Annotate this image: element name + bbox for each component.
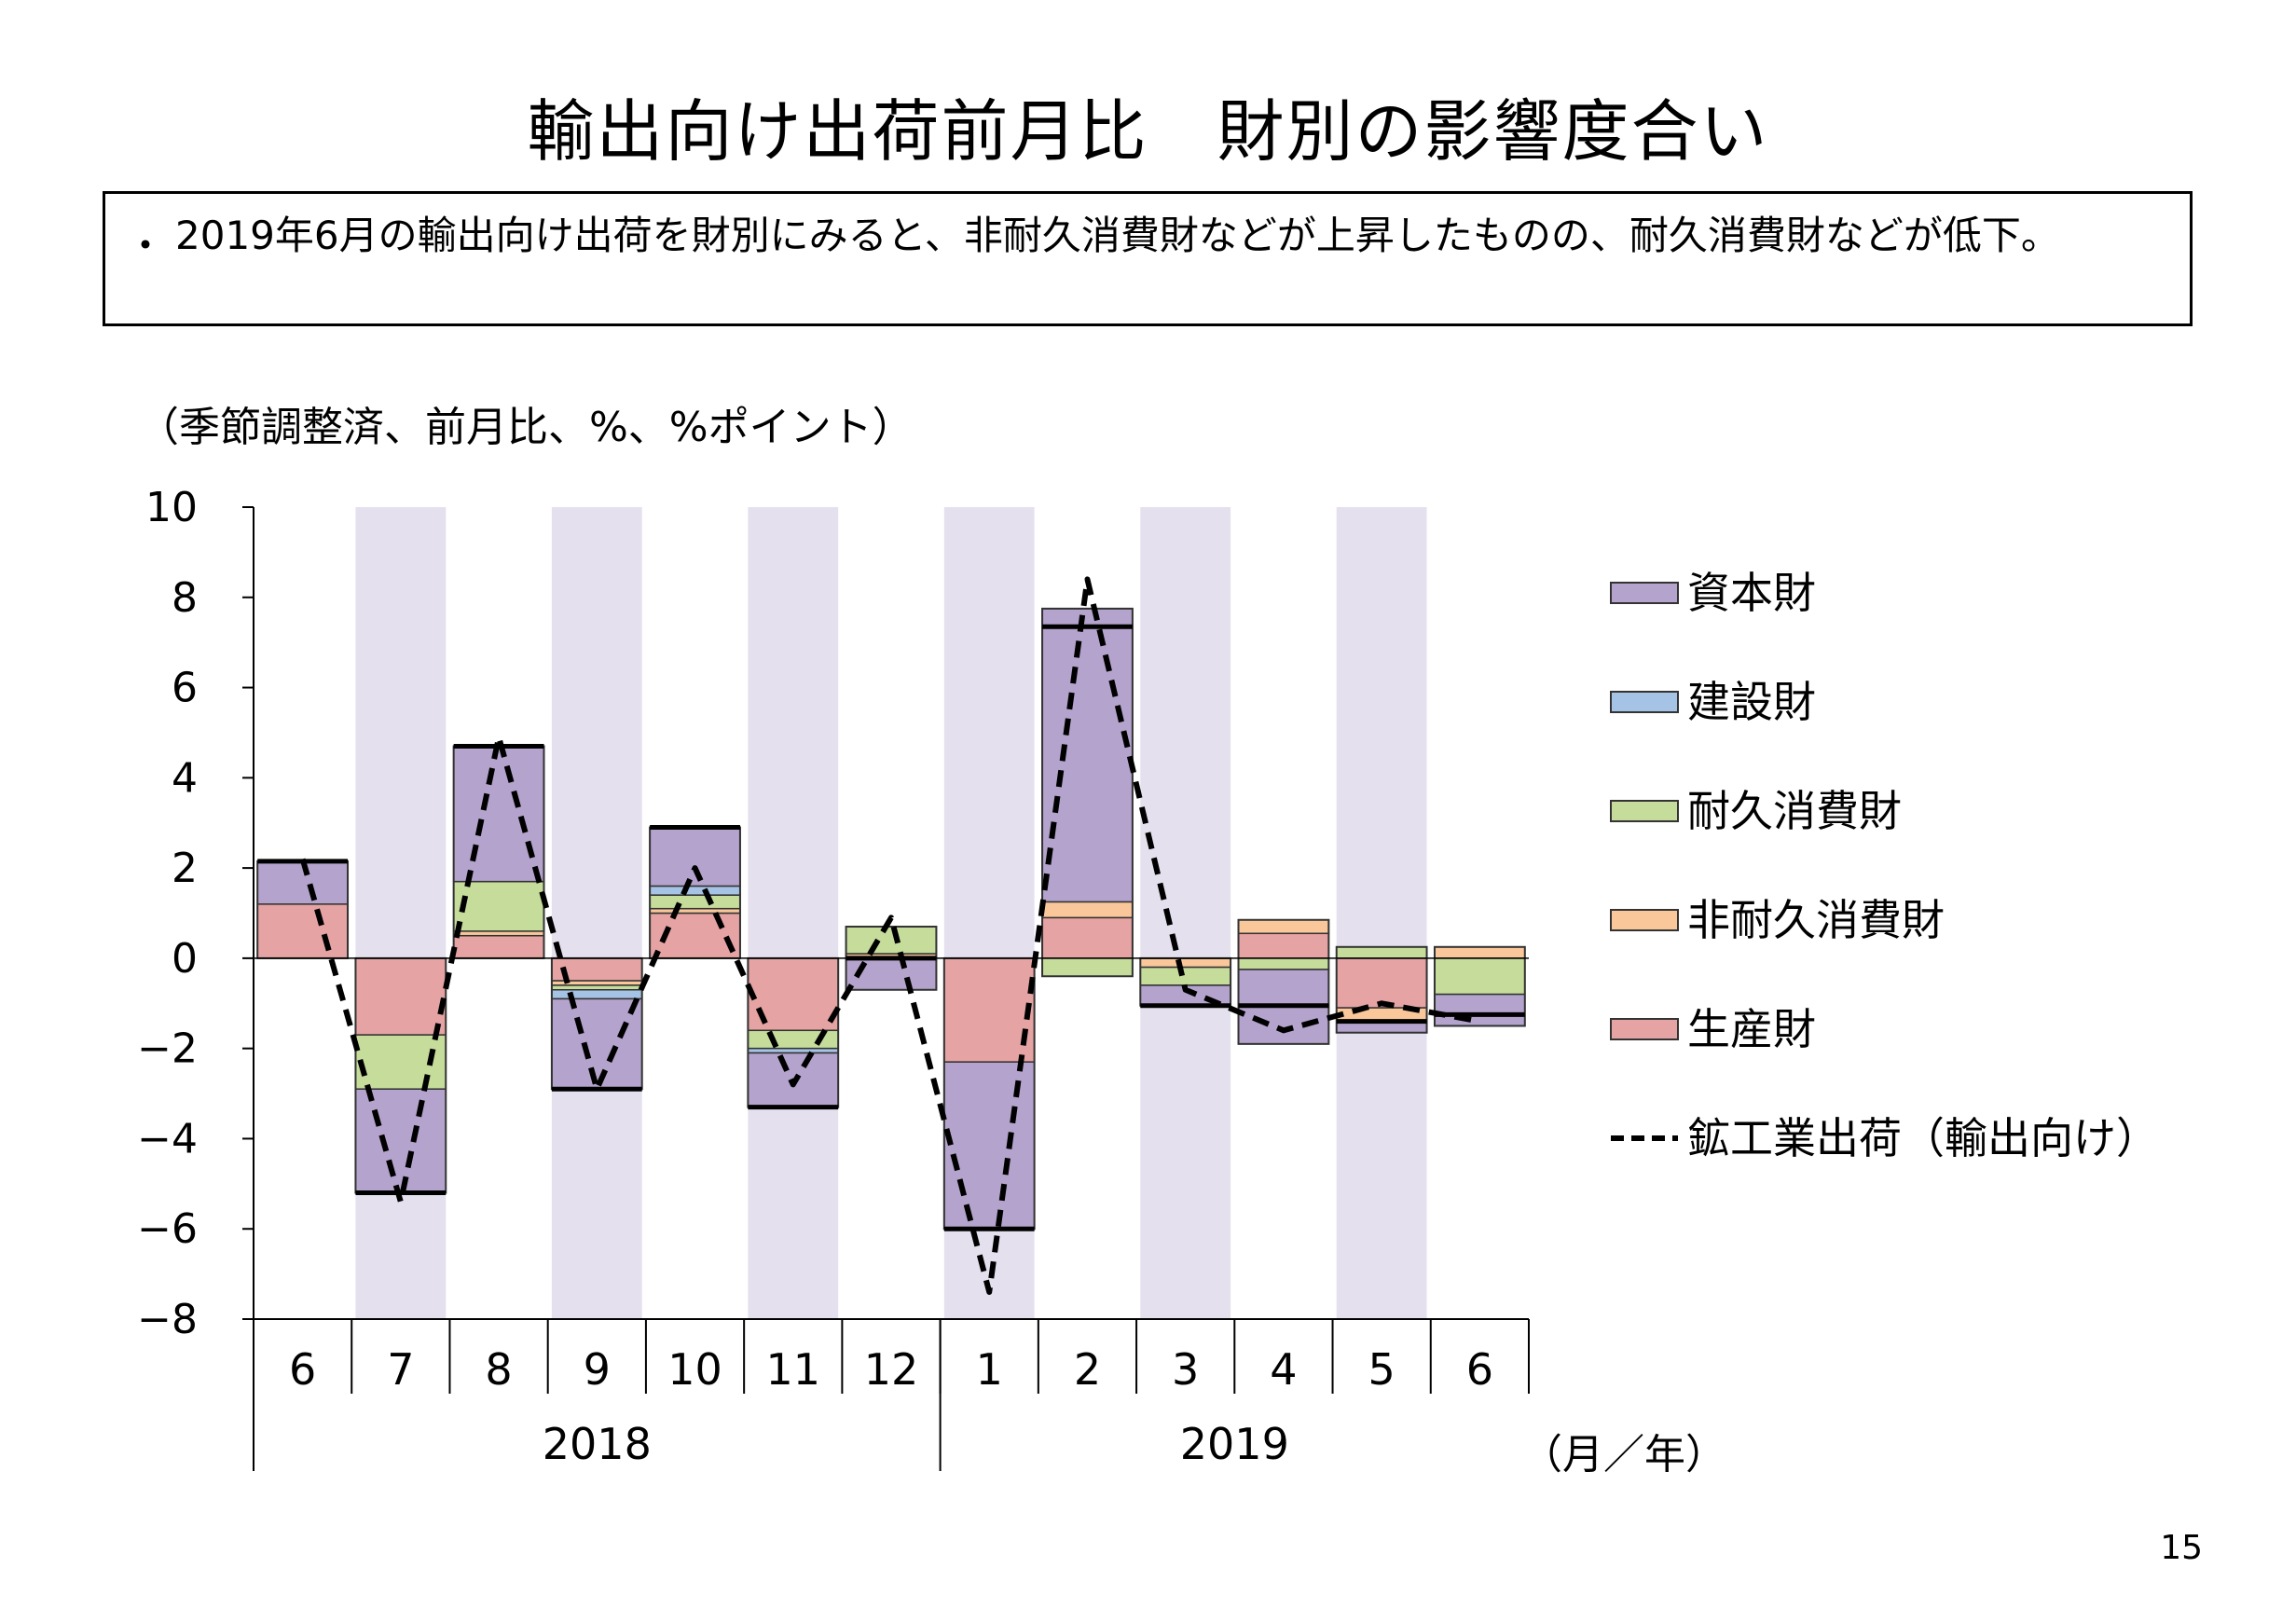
x-unit-label: （月／年） [1521,1431,1726,1479]
x-tick-label-6: 12 [864,1344,919,1395]
bar-segment-0-0 [256,903,349,959]
y-tick-label-6: 6 [172,665,198,712]
summary-text: 2019年6月の輸出向け出荷を財別にみると、非耐久消費財などが上昇したものの、耐… [175,213,2060,258]
bar-segment-3-3 [551,989,643,1000]
y-tick-label--6: −6 [137,1205,198,1253]
x-tick-label-9: 3 [1172,1344,1199,1395]
bar-segment-6-2 [845,926,938,955]
bar-segment-10-2 [1237,957,1330,970]
bar-segment-8-2 [1041,957,1134,977]
legend-label-1: 建設財 [1687,677,1816,727]
bar-segment-7-4 [943,1061,1036,1230]
bar-segment-4-2 [649,894,741,910]
y-tick-label-0: 0 [172,935,198,983]
bar-segment-11-0 [1335,957,1428,1009]
bar-segment-9-2 [1139,966,1231,986]
bar-segment-9-1 [1139,957,1231,969]
legend-label-3: 非耐久消費財 [1687,895,1945,945]
x-tick-label-12: 6 [1466,1344,1493,1395]
shade-band-11 [1336,507,1427,1319]
shade-band-9 [1140,507,1231,1319]
y-tick-label-2: 2 [172,845,198,892]
summary-box: ・ 2019年6月の輸出向け出荷を財別にみると、非耐久消費財などが上昇したものの… [103,191,2193,326]
bar-segment-1-0 [354,957,447,1036]
x-tick-label-5: 11 [765,1344,820,1395]
bar-segment-10-0 [1237,932,1330,959]
bar-segment-2-0 [452,934,545,959]
page-title: 輸出向け出荷前月比 財別の影響度合い [527,92,1769,171]
year-label-1: 2019 [1180,1419,1289,1469]
bar-segment-11-2 [1335,946,1428,959]
y-tick-label--8: −8 [137,1296,198,1343]
bar-segment-8-4 [1041,608,1134,903]
legend-label-2: 耐久消費財 [1687,786,1902,836]
legend-swatch-4 [1610,1018,1679,1040]
legend-swatch-0 [1610,582,1679,604]
legend-label-5: 鉱工業出荷（輸出向け） [1687,1113,2159,1163]
legend-swatch-3 [1610,909,1679,931]
bar-outline-11 [1335,945,1428,1034]
x-tick-label-7: 1 [976,1344,1003,1395]
year-label-0: 2018 [543,1419,652,1469]
bar-segment-1-4 [354,1088,447,1194]
bar-segment-2-4 [452,745,545,883]
bar-outline-10 [1237,918,1330,1045]
y-tick-label--2: −2 [137,1025,198,1073]
bar-segment-4-3 [649,885,741,896]
page-number: 15 [2160,1529,2203,1567]
bar-outline-12 [1433,945,1526,1027]
bar-segment-8-1 [1041,901,1134,919]
y-tick-label--4: −4 [137,1115,198,1162]
y-tick-label-4: 4 [172,754,198,802]
x-tick-label-2: 8 [485,1344,512,1395]
bar-segment-12-1 [1434,946,1526,959]
shade-band-5 [748,507,839,1319]
bar-segment-4-4 [649,826,741,887]
x-tick-label-0: 6 [289,1344,316,1395]
x-tick-label-1: 7 [387,1344,414,1395]
x-tick-label-3: 9 [584,1344,611,1395]
bar-segment-12-2 [1434,957,1526,996]
summary-bullet: ・ [126,223,166,268]
bar-segment-2-2 [452,880,545,932]
shade-band-3 [551,507,642,1319]
bar-outline-8 [1041,607,1134,978]
bar-segment-10-1 [1237,919,1330,935]
legend-swatch-2 [1610,800,1679,822]
y-tick-label-10: 10 [145,484,198,531]
x-tick-label-8: 2 [1074,1344,1101,1395]
x-tick-label-4: 10 [667,1344,722,1395]
x-tick-label-10: 4 [1270,1344,1297,1395]
y-tick-label-8: 8 [172,574,198,622]
bar-segment-12-4 [1434,993,1526,1027]
bar-segment-3-4 [551,997,643,1090]
bar-segment-8-0 [1041,916,1134,959]
legend-swatch-1 [1610,691,1679,713]
line-series-shipments [299,576,1480,1295]
legend-label-0: 資本財 [1687,568,1816,618]
bar-segment-7-0 [943,957,1036,1063]
x-tick-label-11: 5 [1368,1344,1395,1395]
unit-label: （季節調整済、前月比、%、%ポイント） [138,404,914,451]
legend-label-4: 生産財 [1687,1004,1816,1054]
